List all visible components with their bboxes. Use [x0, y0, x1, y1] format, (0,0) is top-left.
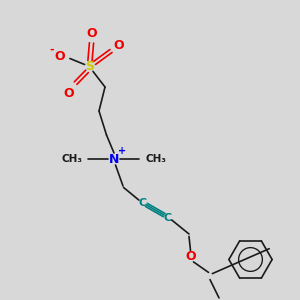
Text: S: S — [85, 59, 94, 73]
Text: CH₃: CH₃ — [61, 154, 82, 164]
Text: +: + — [118, 146, 126, 156]
Text: N: N — [109, 152, 119, 166]
Text: C: C — [138, 197, 147, 208]
Text: O: O — [64, 86, 74, 100]
Text: O: O — [114, 39, 124, 52]
Text: CH₃: CH₃ — [146, 154, 167, 164]
Text: O: O — [185, 250, 196, 263]
Text: C: C — [164, 212, 172, 223]
Text: -: - — [50, 44, 54, 55]
Text: O: O — [86, 27, 97, 40]
Text: O: O — [55, 50, 65, 64]
